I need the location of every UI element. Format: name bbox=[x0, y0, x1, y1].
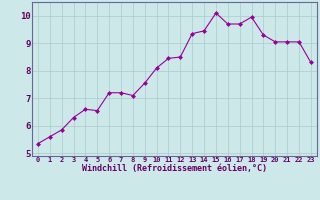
X-axis label: Windchill (Refroidissement éolien,°C): Windchill (Refroidissement éolien,°C) bbox=[82, 164, 267, 173]
